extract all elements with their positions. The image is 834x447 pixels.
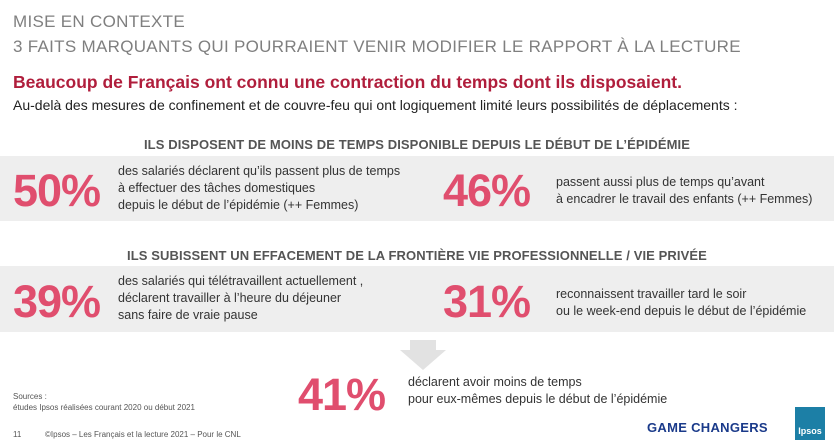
stat-31-text: reconnaissent travailler tard le soir ou… (556, 287, 807, 318)
stat-41-value: 41% (298, 369, 386, 420)
intro-text: Au-delà des mesures de confinement et de… (13, 97, 738, 113)
section1-band (0, 156, 834, 221)
logo-text: Ipsos (798, 426, 822, 436)
stat-50-text: des salariés déclarent qu’ils passent pl… (118, 164, 401, 212)
copyright-text: ©Ipsos – Les Français et la lecture 2021… (45, 430, 241, 439)
ipsos-logo: Ipsos (795, 407, 825, 440)
stat-46-value: 46% (443, 165, 531, 216)
slide-title: MISE EN CONTEXTE (13, 12, 185, 31)
headline: Beaucoup de Français ont connu une contr… (13, 72, 682, 92)
stat-39-text: des salariés qui télétravaillent actuell… (118, 274, 364, 322)
stat-31-value: 31% (443, 276, 531, 327)
stat-50-value: 50% (13, 165, 101, 216)
stat-46-text: passent aussi plus de temps qu’avant à e… (556, 175, 813, 206)
stat-41-text: déclarent avoir moins de temps pour eux-… (408, 375, 668, 406)
section1-title: ILS DISPOSENT DE MOINS DE TEMPS DISPONIB… (143, 137, 691, 152)
slide-subtitle: 3 FAITS MARQUANTS QUI POURRAIENT VENIR M… (13, 37, 741, 56)
stat-39-value: 39% (13, 276, 101, 327)
brand-tagline: GAME CHANGERS (647, 420, 768, 435)
down-arrow-icon (400, 340, 446, 370)
page-number: 11 (13, 430, 22, 439)
section2-title: ILS SUBISSENT UN EFFACEMENT DE LA FRONTI… (127, 248, 707, 263)
sources-note: Sources : études Ipsos réalisées courant… (13, 392, 195, 412)
section2-band (0, 266, 834, 332)
